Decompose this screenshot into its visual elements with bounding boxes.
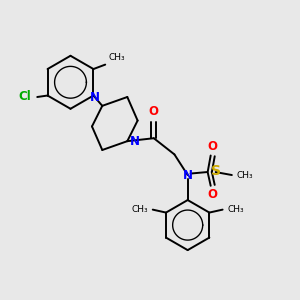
Text: O: O: [149, 106, 159, 118]
Text: O: O: [208, 140, 218, 153]
Text: Cl: Cl: [19, 91, 32, 103]
Text: CH₃: CH₃: [132, 205, 148, 214]
Text: CH₃: CH₃: [227, 205, 244, 214]
Text: CH₃: CH₃: [108, 53, 125, 62]
Text: N: N: [90, 92, 100, 104]
Text: O: O: [208, 188, 218, 201]
Text: N: N: [183, 169, 193, 182]
Text: S: S: [211, 164, 221, 178]
Text: CH₃: CH₃: [236, 170, 253, 179]
Text: N: N: [130, 135, 140, 148]
